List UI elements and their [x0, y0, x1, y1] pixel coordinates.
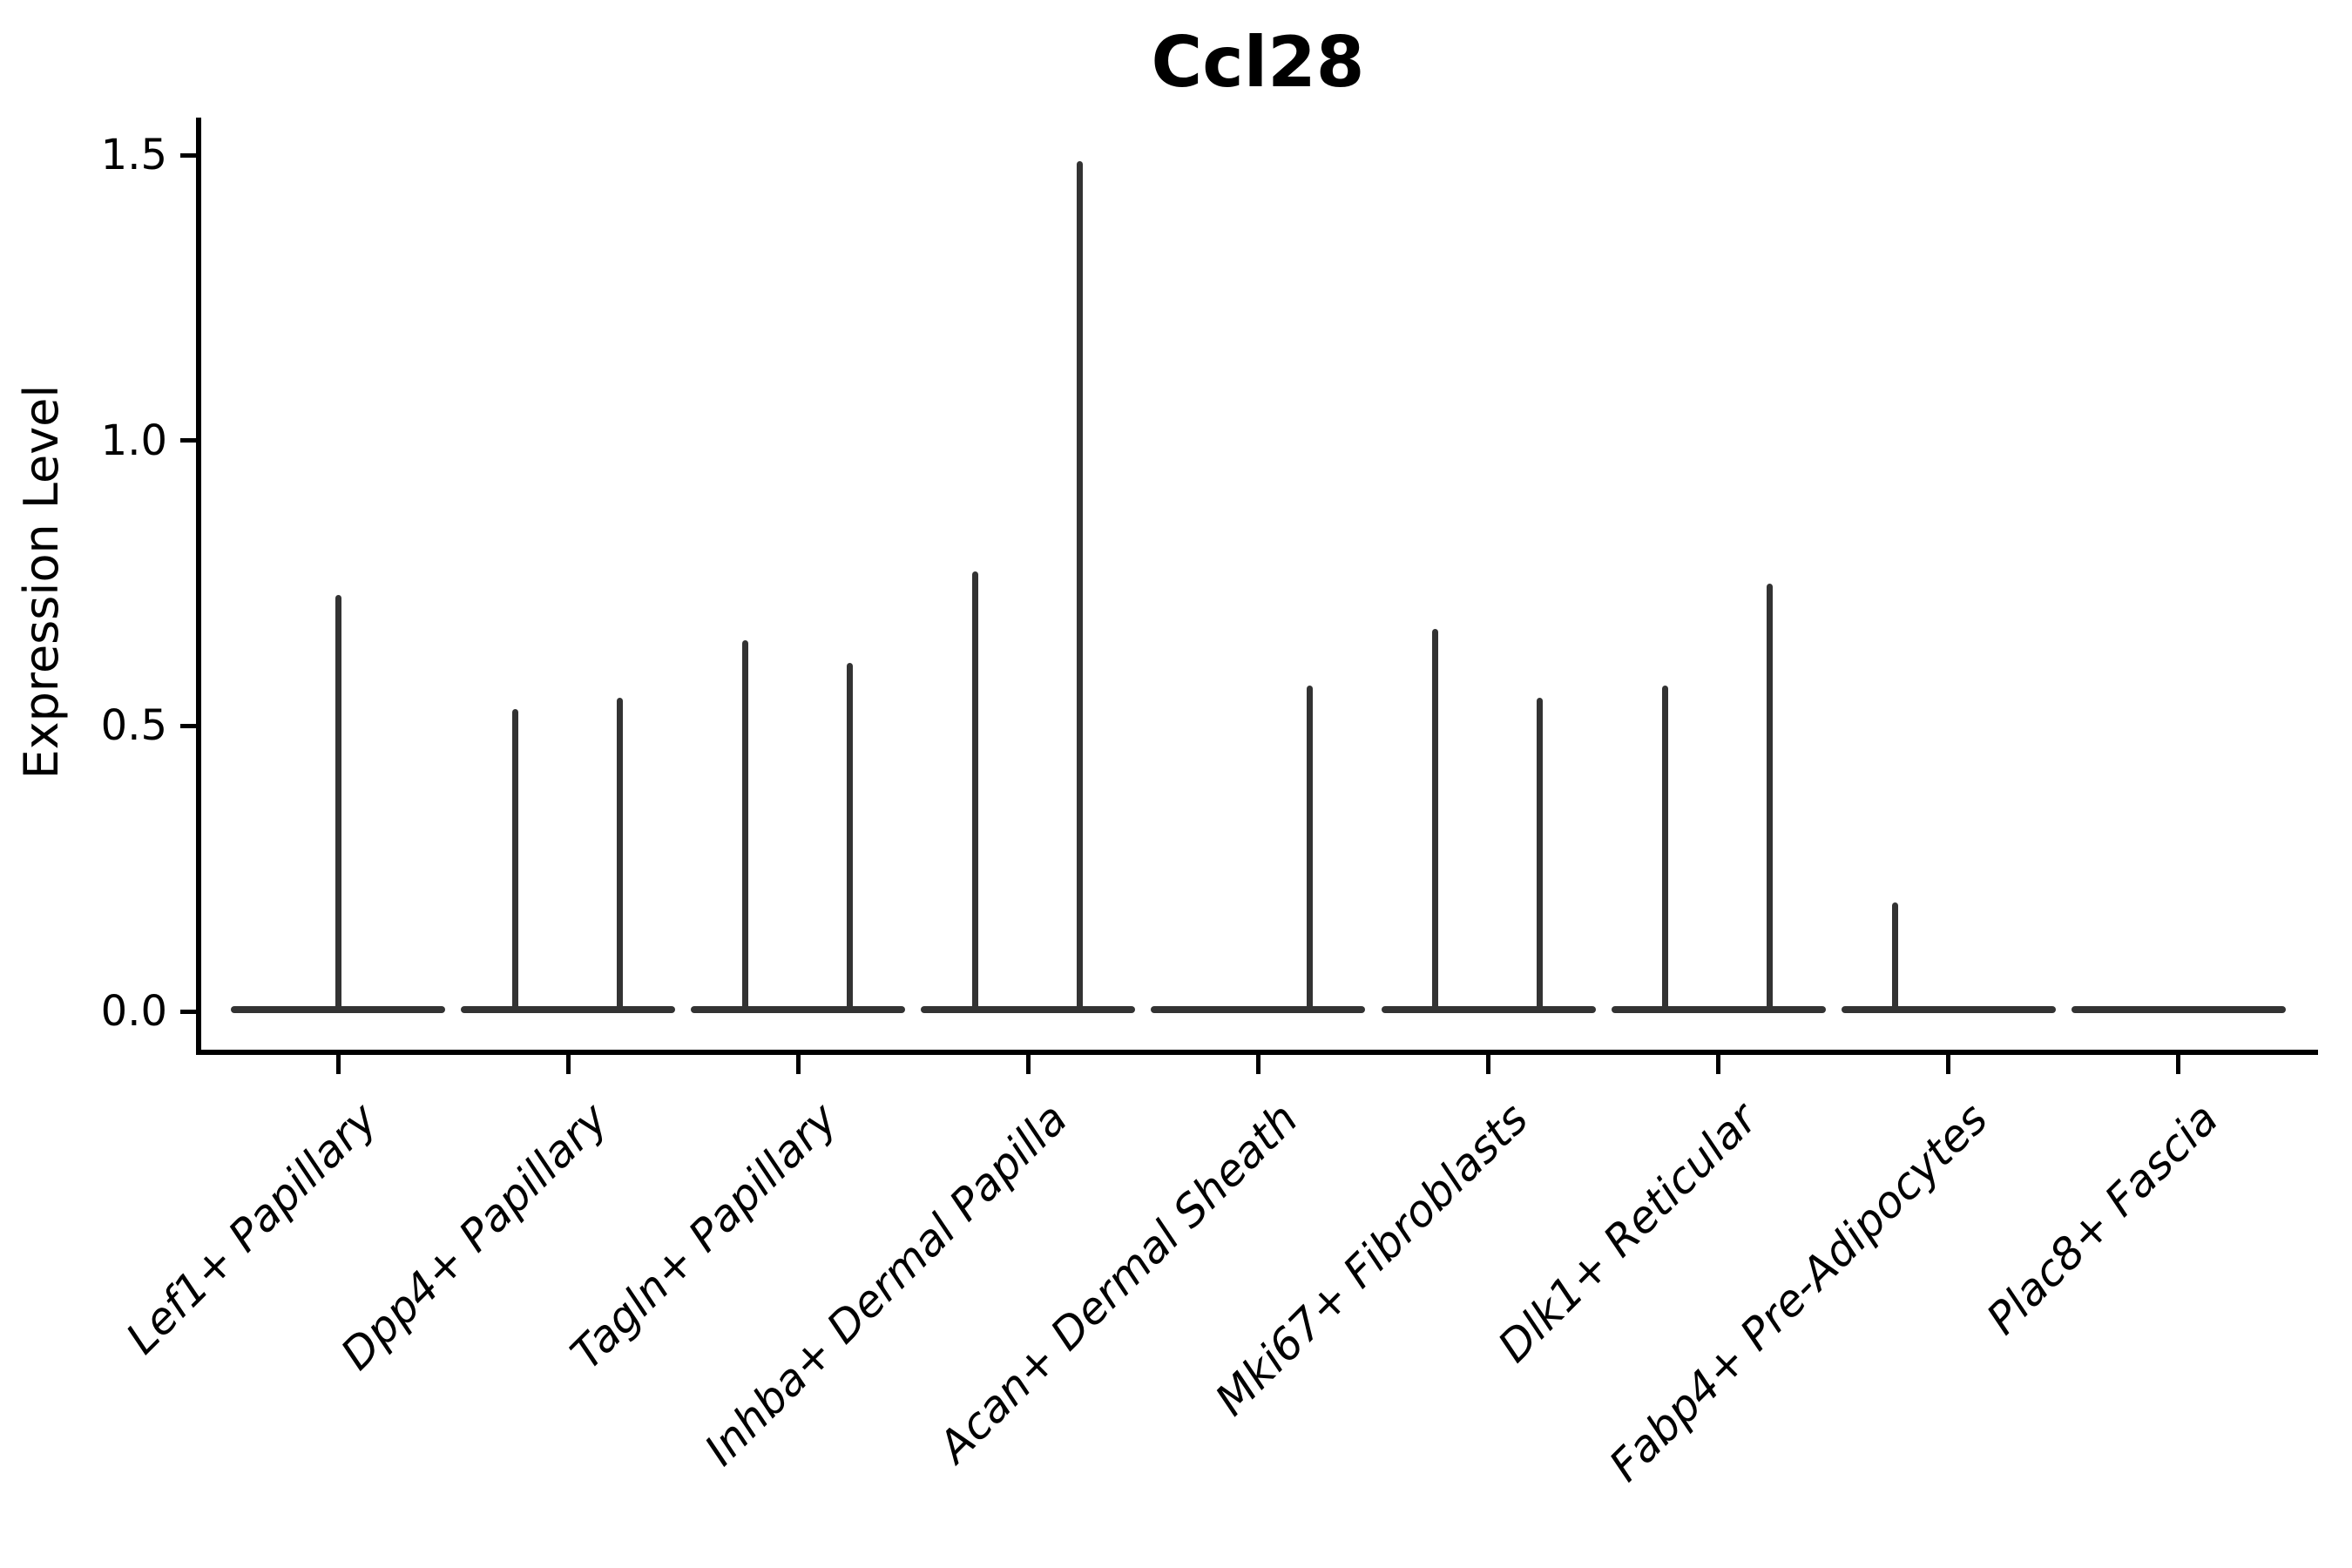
x-tick-mark: [1716, 1055, 1721, 1074]
x-tick-mark: [1255, 1055, 1260, 1074]
chart-title: Ccl28: [1151, 22, 1365, 103]
x-tick-label-text: Plac8+ Fascia: [1977, 1093, 2227, 1345]
x-tick-mark: [335, 1055, 341, 1074]
violin-spike: [846, 663, 853, 1013]
violin-spike: [1537, 697, 1543, 1013]
y-tick-label: 1.0: [100, 416, 167, 465]
violin-spike: [1767, 583, 1774, 1013]
violin-spike: [511, 708, 518, 1013]
y-tick-label: 0.5: [100, 701, 167, 751]
violin-spike: [1892, 902, 1899, 1013]
violin-spike: [616, 697, 623, 1013]
x-tick-label-text: Fabp4+ Pre-Adipocytes: [1599, 1093, 1997, 1491]
x-tick-mark: [1486, 1055, 1490, 1074]
violin-spike: [1432, 628, 1438, 1013]
violin-baseline: [1841, 1006, 2056, 1013]
violin-baseline: [921, 1006, 1136, 1013]
violin-baseline: [691, 1006, 906, 1013]
y-tick-mark: [180, 438, 197, 443]
violin-spike: [971, 571, 978, 1013]
x-tick-mark: [2176, 1055, 2181, 1074]
y-axis-spine: [196, 118, 201, 1055]
violin-spike: [741, 640, 748, 1013]
violin-spike: [1306, 686, 1313, 1013]
x-tick-mark: [1946, 1055, 1951, 1074]
x-axis-spine: [196, 1050, 2318, 1055]
violin-baseline: [1381, 1006, 1596, 1013]
violin-baseline: [2071, 1006, 2286, 1013]
y-tick-mark: [180, 1009, 197, 1014]
x-tick-mark: [1025, 1055, 1031, 1074]
violin-spike: [335, 594, 341, 1013]
y-tick-label: 1.5: [100, 131, 167, 180]
violin-baseline: [1151, 1006, 1366, 1013]
violin-spike: [1076, 160, 1083, 1013]
violin-spike: [1662, 686, 1669, 1013]
x-tick-label-text: Dlk1+ Reticular: [1489, 1093, 1767, 1372]
x-tick-mark: [565, 1055, 571, 1074]
violin-baseline: [1611, 1006, 1826, 1013]
y-tick-mark: [180, 723, 197, 728]
x-tick-mark: [795, 1055, 801, 1074]
violin-baseline: [461, 1006, 676, 1013]
y-tick-label: 0.0: [100, 987, 167, 1036]
y-tick-mark: [180, 152, 197, 158]
x-tick-label-text: Lef1+ Papillary: [116, 1093, 388, 1364]
